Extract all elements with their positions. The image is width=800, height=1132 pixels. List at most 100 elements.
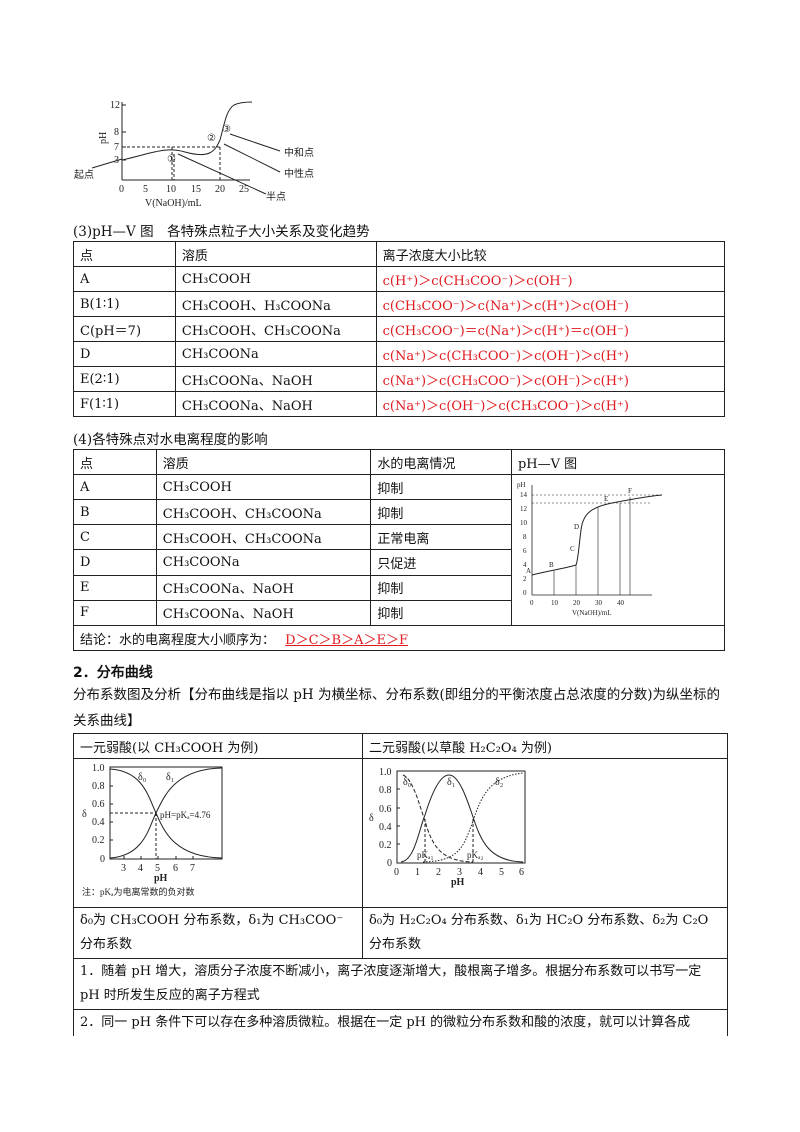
- y-tick: 1.0: [92, 763, 105, 774]
- series-label: δ₀: [403, 777, 412, 788]
- point-label: B: [549, 561, 554, 569]
- solute-cell: CH₃COOH、H₃COONa: [174, 291, 377, 317]
- solute-cell: CH₃COONa、NaOH: [174, 366, 377, 392]
- y-tick: 0.2: [379, 840, 392, 851]
- series-label: δ₂: [495, 777, 503, 788]
- conclusion-cell: 结论：水的电离程度大小顺序为： D＞C＞B＞A＞E＞F: [73, 625, 725, 651]
- effect-cell: 只促进: [370, 549, 512, 576]
- x-tick: 6: [519, 867, 524, 878]
- x-tick: 10: [166, 184, 176, 195]
- section3-title: (3)pH—V 图 各特殊点粒子大小关系及变化趋势: [73, 224, 370, 240]
- x-tick: 30: [595, 599, 603, 607]
- x-tick: 5: [155, 863, 160, 874]
- distribution-table: 一元弱酸(以 CH₃COOH 为例) 二元弱酸(以草酸 H₂C₂O₄ 为例) 1…: [73, 733, 728, 1036]
- effect-cell: 抑制: [370, 599, 512, 627]
- table-row: D CH₃COONa c(Na⁺)＞c(CH₃COO⁻)＞c(OH⁻)＞c(H⁺…: [73, 341, 726, 367]
- point-cell: D: [73, 341, 176, 367]
- compare-cell: c(Na⁺)＞c(OH⁻)＞c(CH₃COO⁻)＞c(H⁺): [375, 391, 726, 417]
- note-row: 2．同一 pH 条件下可以存在多种溶质微粒。根据在一定 pH 的微粒分布系数和酸…: [73, 1009, 728, 1036]
- header-cell: 水的电离情况: [370, 449, 512, 475]
- x-tick: 6: [173, 863, 178, 874]
- point1-cell: 1．随着 pH 增大，溶质分子浓度不断减小，离子浓度逐渐增大，酸根离子增多。根据…: [73, 958, 728, 1010]
- callout-equivalence: 中和点: [284, 146, 314, 159]
- compare-cell: c(CH₃COO⁻)＝c(Na⁺)＞c(H⁺)＝c(OH⁻): [375, 316, 726, 342]
- y-tick: 0.8: [92, 781, 105, 792]
- callout-neutral: 中性点: [284, 167, 314, 180]
- point-label: A: [526, 567, 531, 575]
- col2-title: 二元弱酸(以草酸 H₂C₂O₄ 为例): [362, 733, 728, 759]
- y-tick: 0.8: [379, 785, 392, 796]
- table-row: C(pH＝7) CH₃COOH、CH₃COONa c(CH₃COO⁻)＝c(Na…: [73, 316, 726, 342]
- y-axis-label: δ: [82, 809, 87, 820]
- table-row: E CH₃COONa、NaOH 抑制: [73, 574, 725, 601]
- table-header-row: 点 溶质 离子浓度大小比较: [73, 241, 726, 267]
- compare-cell: c(Na⁺)＞c(CH₃COO⁻)＞c(OH⁻)＞c(H⁺): [375, 366, 726, 392]
- x-tick: 0: [394, 867, 399, 878]
- desc-row: δ₀为 CH₃COOH 分布系数，δ₁为 CH₃COO⁻分布系数 δ₀为 H₂C…: [73, 907, 728, 959]
- y-tick: 0: [100, 854, 105, 865]
- point-cell: D: [73, 549, 157, 576]
- y-tick: 0.4: [379, 822, 392, 833]
- y-tick: 0.6: [379, 804, 392, 815]
- x-tick: 4: [478, 867, 483, 878]
- header-cell: pH—V 图: [510, 449, 726, 475]
- point-cell: B: [73, 499, 157, 526]
- conclusion-answer: D＞C＞B＞A＞E＞F: [285, 632, 408, 648]
- header-cell: 点: [73, 241, 176, 267]
- titration-curve-figure: pH 12 8 7 3 0 5 10 15 20 25 V(NaOH)/mL ①…: [74, 100, 314, 208]
- monoprotic-distribution-chart: 1.0 0.8 0.6 0.4 0.2 0 δ 3 4 5 6 7 pH δ₀ …: [82, 763, 223, 897]
- mini-y-label: pH: [517, 481, 526, 489]
- col1-title: 一元弱酸(以 CH₃COOH 为例): [73, 733, 363, 759]
- conclusion-row: 结论：水的电离程度大小顺序为： D＞C＞B＞A＞E＞F: [73, 625, 725, 651]
- x-axis-label: pH: [154, 873, 168, 884]
- point2-cell: 2．同一 pH 条件下可以存在多种溶质微粒。根据在一定 pH 的微粒分布系数和酸…: [73, 1009, 728, 1036]
- table-header-row: 点 溶质 水的电离情况 pH—V 图: [73, 449, 726, 475]
- point-cell: B(1∶1): [73, 291, 176, 317]
- y-tick: 6: [523, 547, 527, 555]
- section4-title: (4)各特殊点对水电离程度的影响: [73, 432, 268, 448]
- point-cell: C(pH＝7): [73, 316, 176, 342]
- y-tick: 4: [523, 561, 527, 569]
- diprotic-distribution-chart: 1.0 0.8 0.6 0.4 0.2 0 δ 0 1 2 3 4 5 6 pH…: [369, 767, 526, 888]
- section4-table: 点 溶质 水的电离情况 pH—V 图 A CH₃COOH 抑制 pH 14 12: [73, 449, 726, 651]
- compare-cell: c(Na⁺)＞c(CH₃COO⁻)＞c(OH⁻)＞c(H⁺): [375, 341, 726, 367]
- x-axis-label: pH: [451, 877, 465, 888]
- header-cell: 点: [73, 449, 157, 475]
- x-tick: 20: [573, 599, 581, 607]
- col1-desc: δ₀为 CH₃COOH 分布系数，δ₁为 CH₃COO⁻分布系数: [73, 907, 363, 959]
- series-label: δ₁: [447, 777, 455, 788]
- marker-3: ③: [222, 124, 231, 135]
- solute-cell: CH₃COONa、NaOH: [155, 574, 372, 601]
- y-tick: 0.2: [92, 835, 105, 846]
- solute-cell: CH₃COONa: [155, 549, 372, 576]
- y-tick: 12: [520, 505, 528, 513]
- note-row: 1．随着 pH 增大，溶质分子浓度不断减小，离子浓度逐渐增大，酸根离子增多。根据…: [73, 958, 728, 1010]
- point-label: E: [604, 495, 608, 503]
- x-tick: 40: [617, 599, 625, 607]
- y-tick: 7: [114, 142, 119, 153]
- solute-cell: CH₃COOH、CH₃COONa: [155, 499, 372, 526]
- x-tick: 15: [191, 184, 201, 195]
- x-tick: 1: [415, 867, 420, 878]
- y-tick: 12: [110, 100, 120, 111]
- mini-ph-chart: pH 14 12 10 8 6 4 2 0 0 10 20 30 40 V(Na…: [517, 481, 663, 617]
- table-row: F(1∶1) CH₃COONa、NaOH c(Na⁺)＞c(OH⁻)＞c(CH₃…: [73, 391, 726, 417]
- compare-cell: c(H⁺)＞c(CH₃COO⁻)＞c(OH⁻): [375, 266, 726, 292]
- callout-half: 半点: [266, 190, 286, 203]
- chart1-cell: 1.0 0.8 0.6 0.4 0.2 0 δ 3 4 5 6 7 pH δ₀ …: [73, 758, 363, 908]
- point-cell: C: [73, 524, 157, 551]
- x-tick: 0: [119, 184, 124, 195]
- x-tick: 2: [436, 867, 441, 878]
- table-row: E(2∶1) CH₃COONa、NaOH c(Na⁺)＞c(CH₃COO⁻)＞c…: [73, 366, 726, 392]
- y-tick: 0.6: [92, 799, 105, 810]
- point-cell: E: [73, 574, 157, 601]
- x-tick: 25: [239, 184, 249, 195]
- point-label: C: [570, 545, 575, 553]
- x-axis-label: V(NaOH)/mL: [145, 198, 202, 208]
- col2-desc: δ₀为 H₂C₂O₄ 分布系数、δ₁为 HC₂O 分布系数、δ₂为 C₂O 分布…: [362, 907, 728, 959]
- callout-start: 起点: [74, 169, 94, 181]
- y-tick: 14: [520, 491, 528, 499]
- x-tick: 20: [215, 184, 225, 195]
- solute-cell: CH₃COOH: [174, 266, 377, 292]
- marker-1: ①: [167, 154, 176, 165]
